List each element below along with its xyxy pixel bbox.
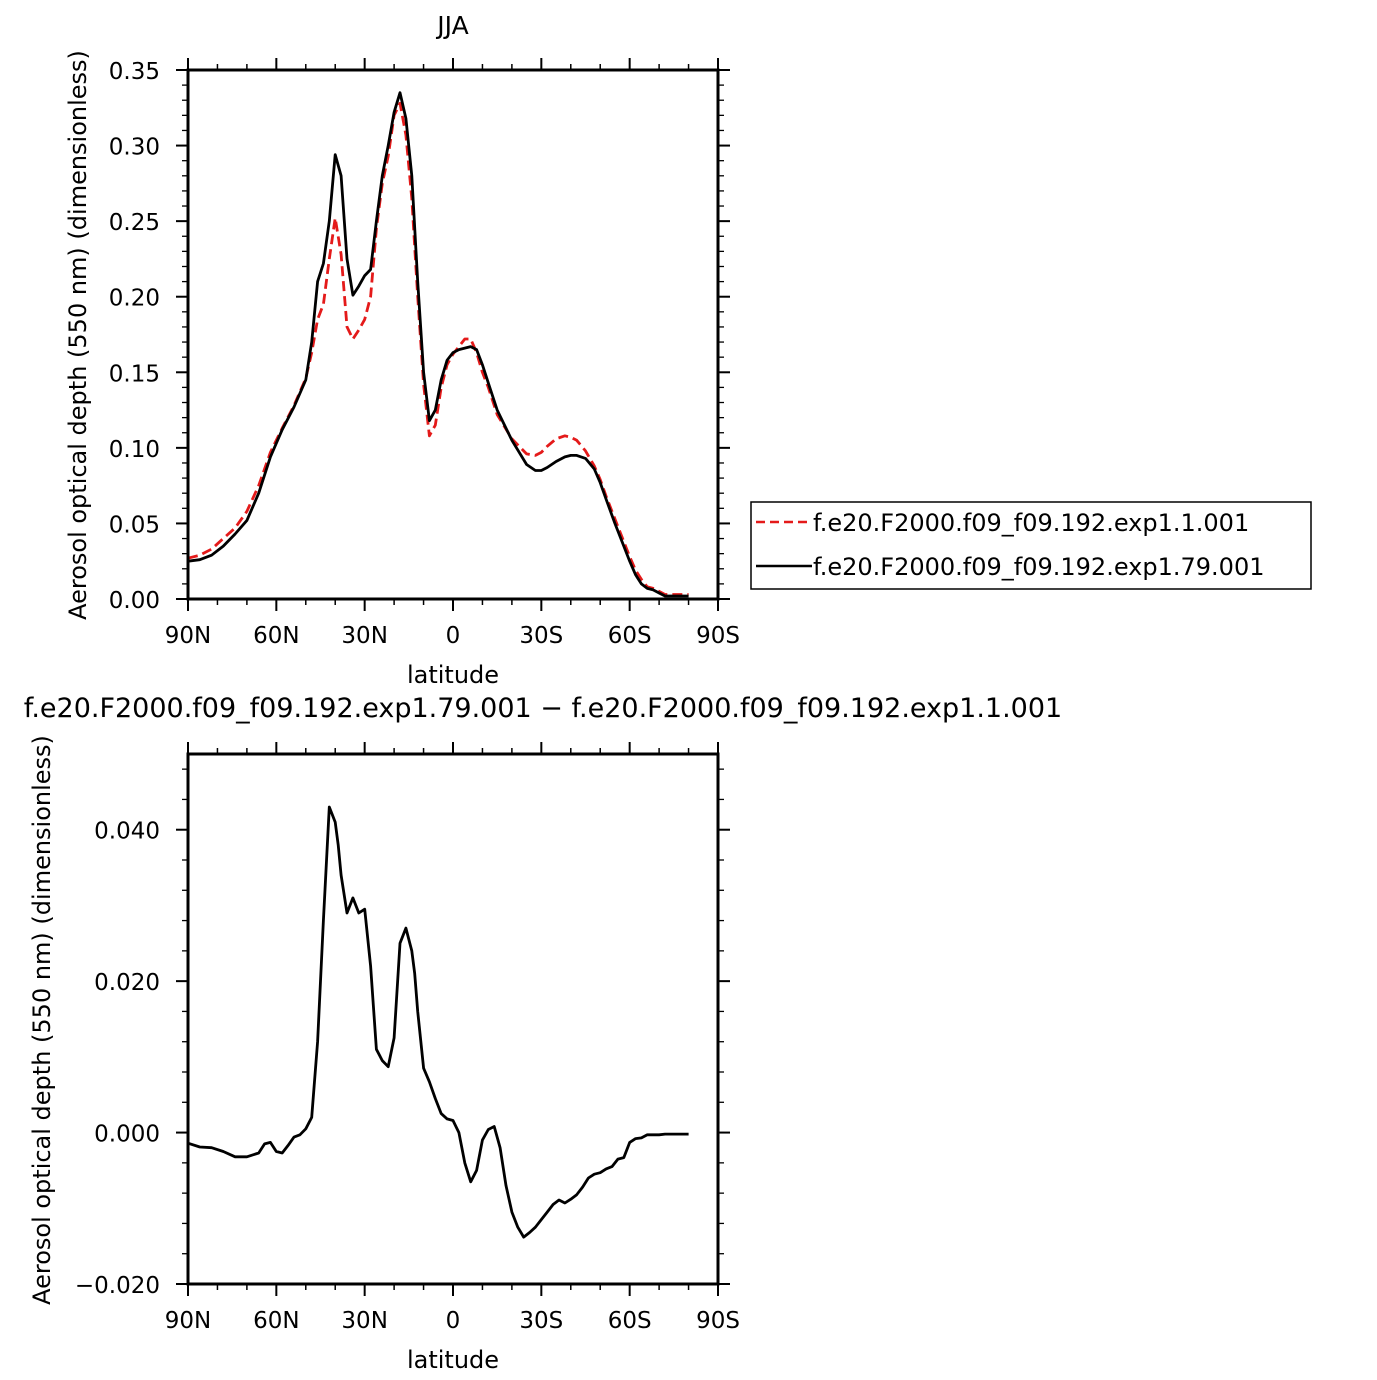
bottom-xtick-label: 30S [519, 1308, 563, 1334]
top-ytick-label: 0.05 [109, 512, 160, 538]
top-ytick-label: 0.10 [109, 437, 160, 463]
top-xtick-label: 30S [519, 623, 563, 649]
top-xtick-label: 90S [696, 623, 740, 649]
top-ytick-label: 0.00 [109, 588, 160, 614]
bottom-ytick-label: 0.040 [94, 819, 160, 845]
bottom-xtick-label: 60N [253, 1308, 299, 1334]
top-xtick-label: 30N [341, 623, 387, 649]
bottom-title: f.e20.F2000.f09_f09.192.exp1.79.001 − f.… [24, 693, 1062, 724]
bottom-ytick-label: −0.020 [75, 1273, 160, 1299]
top-ytick-label: 0.20 [109, 286, 160, 312]
bottom-plot-frame [186, 752, 720, 1286]
top-xtick-label: 60N [253, 623, 299, 649]
top-ytick-label: 0.15 [109, 361, 160, 387]
top-title: JJA [435, 11, 468, 40]
bottom-xtick-label: 60S [608, 1308, 652, 1334]
top-ytick-label: 0.25 [109, 210, 160, 236]
bottom-xtick-label: 90N [165, 1308, 211, 1334]
panel-bottom: f.e20.F2000.f09_f09.192.exp1.79.001 − f.… [24, 693, 1062, 1374]
top-ytick-label: 0.35 [109, 59, 160, 85]
top-ticks: 90N 60N 30N 0 30S 60S 90S 0.00 0.05 0.10 0.15 0.20 0… [109, 58, 740, 649]
bottom-ticks: 90N 60N 30N 0 30S 60S 90S −0.020 0.000 0.020 0.040 [75, 742, 740, 1334]
bottom-xlabel: latitude [407, 1346, 499, 1374]
top-xtick-label: 60S [608, 623, 652, 649]
legend-box [750, 501, 1312, 590]
top-xlabel: latitude [407, 661, 499, 689]
bottom-ytick-label: 0.000 [94, 1122, 160, 1148]
panel-top: JJA Aerosol optical depth (550 nm) (dime… [64, 11, 740, 689]
top-curves [187, 91, 689, 598]
bottom-ylabel: Aerosol optical depth (550 nm) (dimensio… [28, 735, 56, 1305]
legend: f.e20.F2000.f09_f09.192.exp1.1.001 f.e20… [750, 501, 1312, 590]
bottom-xtick-label: 30N [341, 1308, 387, 1334]
bottom-series-line-0 [187, 805, 689, 1239]
legend-label-exp1-79: f.e20.F2000.f09_f09.192.exp1.79.001 [813, 553, 1264, 581]
top-xtick-label: 0 [446, 623, 461, 649]
bottom-xtick-label: 90S [696, 1308, 740, 1334]
top-series-line-1 [187, 91, 689, 598]
top-ylabel: Aerosol optical depth (550 nm) (dimensio… [64, 50, 92, 620]
top-ytick-label: 0.30 [109, 135, 160, 161]
bottom-xtick-label: 0 [446, 1308, 461, 1334]
bottom-curves [187, 805, 689, 1239]
legend-label-exp1-1: f.e20.F2000.f09_f09.192.exp1.1.001 [813, 509, 1249, 537]
top-xtick-label: 90N [165, 623, 211, 649]
bottom-ytick-label: 0.020 [94, 970, 160, 996]
top-plot-frame [186, 68, 720, 601]
